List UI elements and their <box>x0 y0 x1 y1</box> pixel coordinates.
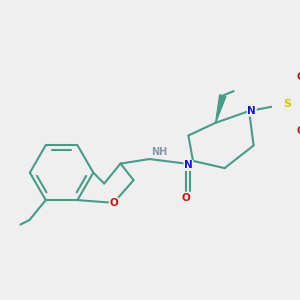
Text: O: O <box>109 198 118 208</box>
Text: O: O <box>296 126 300 136</box>
Text: O: O <box>181 193 190 203</box>
Text: S: S <box>283 99 291 109</box>
Text: N: N <box>184 160 193 170</box>
Text: N: N <box>248 106 256 116</box>
Polygon shape <box>216 95 226 123</box>
Text: O: O <box>296 72 300 82</box>
Text: NH: NH <box>151 147 167 157</box>
